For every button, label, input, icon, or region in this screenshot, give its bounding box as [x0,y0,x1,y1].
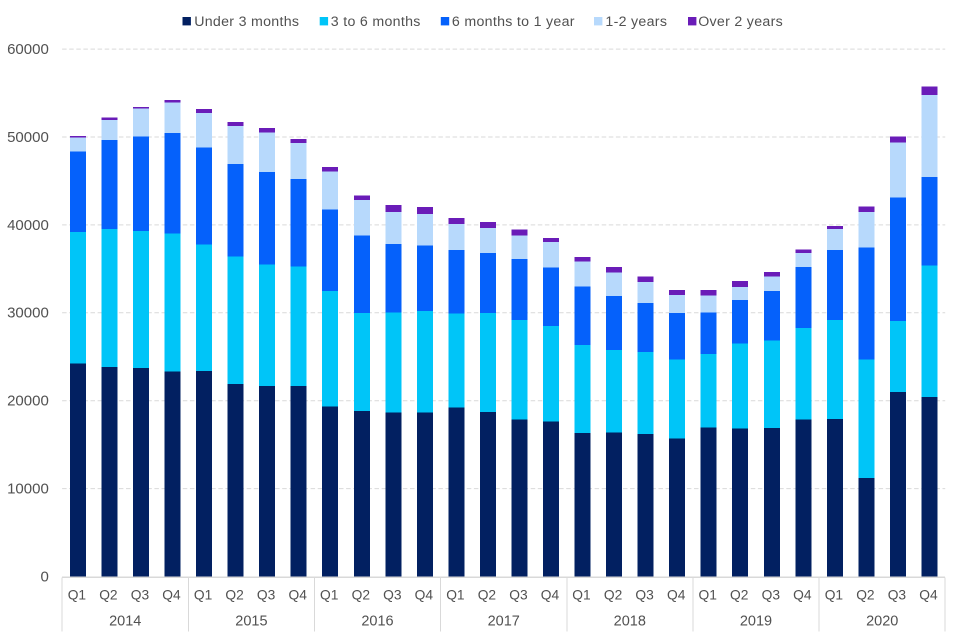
svg-text:Under 3 months: Under 3 months [194,14,299,30]
svg-text:Q2: Q2 [352,588,370,603]
svg-text:Q4: Q4 [162,588,181,603]
svg-text:Q3: Q3 [509,588,528,603]
svg-text:Q1: Q1 [320,588,338,603]
svg-text:Q4: Q4 [288,588,307,603]
svg-text:Q1: Q1 [446,588,464,603]
svg-text:10000: 10000 [7,481,49,498]
svg-text:Q4: Q4 [541,588,560,603]
svg-text:Q3: Q3 [888,588,907,603]
svg-text:60000: 60000 [7,41,49,58]
svg-text:Q2: Q2 [604,588,622,603]
svg-text:Q1: Q1 [698,588,716,603]
svg-text:1-2 years: 1-2 years [605,14,667,30]
svg-text:Q2: Q2 [730,588,748,603]
svg-text:2014: 2014 [109,613,141,629]
svg-text:Q3: Q3 [383,588,402,603]
svg-text:Q1: Q1 [68,588,86,603]
svg-text:2017: 2017 [488,613,520,629]
svg-text:Q3: Q3 [131,588,150,603]
svg-text:2018: 2018 [614,613,646,629]
svg-text:Q3: Q3 [257,588,276,603]
svg-text:3 to 6 months: 3 to 6 months [331,14,421,30]
svg-text:20000: 20000 [7,393,49,410]
svg-text:Q2: Q2 [478,588,496,603]
svg-text:30000: 30000 [7,305,49,322]
svg-text:2016: 2016 [361,613,393,629]
svg-text:6 months to 1 year: 6 months to 1 year [452,14,575,30]
svg-text:Q4: Q4 [793,588,812,603]
svg-text:0: 0 [40,568,48,585]
svg-text:50000: 50000 [7,129,49,146]
svg-text:Q4: Q4 [415,588,434,603]
svg-text:2019: 2019 [740,613,772,629]
svg-text:Q1: Q1 [572,588,590,603]
svg-text:40000: 40000 [7,217,49,234]
svg-text:Over 2 years: Over 2 years [698,14,783,30]
svg-text:Q4: Q4 [919,588,938,603]
svg-text:Q2: Q2 [225,588,243,603]
svg-text:Q1: Q1 [194,588,212,603]
svg-text:2015: 2015 [235,613,267,629]
svg-text:Q3: Q3 [635,588,654,603]
svg-text:Q2: Q2 [856,588,874,603]
svg-text:Q3: Q3 [762,588,781,603]
svg-text:Q4: Q4 [667,588,686,603]
svg-text:2020: 2020 [866,613,898,629]
svg-text:Q1: Q1 [825,588,843,603]
svg-text:Q2: Q2 [99,588,117,603]
